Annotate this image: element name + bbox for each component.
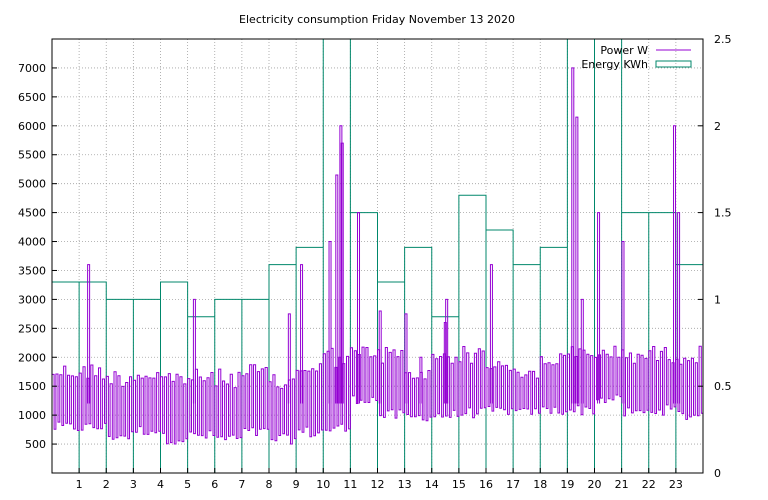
- power-w-series: [52, 345, 703, 445]
- power-peak: [571, 67, 575, 404]
- x-tick-label: 18: [533, 478, 547, 491]
- power-peak: [575, 116, 579, 404]
- x-tick-label: 21: [615, 478, 629, 491]
- power-peak: [357, 212, 361, 404]
- power-peak: [404, 313, 408, 404]
- x-tick-label: 8: [266, 478, 273, 491]
- y-tick-label: 2500: [18, 322, 46, 335]
- y2-tick-label: 2.5: [714, 33, 732, 46]
- power-peak: [677, 212, 681, 404]
- y2-tick-label: 1: [714, 293, 721, 306]
- axes: 500 1000 1500 2000 2500 3000 3500 4000 4500 5000 5…: [18, 33, 732, 491]
- x-tick-label: 16: [479, 478, 493, 491]
- y-tick-label: 3000: [18, 293, 46, 306]
- power-peak: [340, 142, 344, 404]
- legend-swatch-energy: [655, 60, 692, 68]
- y-tick-label: 5000: [18, 178, 46, 191]
- power-peak: [339, 125, 343, 404]
- y-tick-label: 1000: [18, 409, 46, 422]
- y2-tick-label: 0.5: [714, 380, 732, 393]
- y-tick-label: 2000: [18, 351, 46, 364]
- power-peak: [445, 298, 449, 404]
- x-tick-label: 19: [560, 478, 574, 491]
- power-peak: [673, 125, 677, 404]
- x-tick-label: 14: [425, 478, 439, 491]
- x-tick-label: 1: [76, 478, 83, 491]
- power-peak: [378, 310, 382, 404]
- x-tick-label: 5: [184, 478, 191, 491]
- power-peak: [192, 298, 196, 404]
- y-tick-label: 5500: [18, 149, 46, 162]
- x-tick-label: 11: [343, 478, 357, 491]
- x-tick-label: 10: [316, 478, 330, 491]
- x-tick-label: 3: [130, 478, 137, 491]
- y-tick-label: 6000: [18, 120, 46, 133]
- x-tick-label: 13: [398, 478, 412, 491]
- x-tick-label: 4: [157, 478, 164, 491]
- energy-kwh-series: [52, 39, 703, 473]
- power-peak: [621, 241, 625, 404]
- y-tick-label: 4000: [18, 236, 46, 249]
- x-tick-label: 20: [588, 478, 602, 491]
- y-tick-label: 3500: [18, 264, 46, 277]
- x-tick-label: 7: [238, 478, 245, 491]
- power-peak: [87, 264, 91, 404]
- power-peak: [335, 174, 339, 404]
- power-peak: [300, 264, 304, 404]
- x-tick-label: 23: [669, 478, 683, 491]
- y2-tick-label: 2: [714, 120, 721, 133]
- x-tick-label: 6: [211, 478, 218, 491]
- y2-tick-label: 1.5: [714, 207, 732, 220]
- legend-label-power: Power W: [600, 44, 648, 57]
- x-tick-label: 22: [642, 478, 656, 491]
- chart-title: Electricity consumption Friday November …: [239, 13, 515, 26]
- power-peak: [287, 313, 291, 404]
- plot-area: [52, 39, 703, 473]
- y-tick-label: 7000: [18, 62, 46, 75]
- x-tick-label: 17: [506, 478, 520, 491]
- x-tick-label: 12: [371, 478, 385, 491]
- x-tick-label: 9: [293, 478, 300, 491]
- y-tick-label: 500: [25, 438, 46, 451]
- y-tick-label: 4500: [18, 207, 46, 220]
- x-tick-label: 2: [103, 478, 110, 491]
- legend-label-energy: Energy KWh: [581, 58, 648, 71]
- legend: Power W Energy KWh: [581, 44, 692, 71]
- power-peak: [328, 241, 332, 404]
- power-peak: [597, 212, 601, 404]
- power-peak: [580, 298, 584, 404]
- power-peak: [419, 356, 423, 404]
- y2-tick-label: 0: [714, 467, 721, 480]
- power-peak: [489, 264, 493, 404]
- y-tick-label: 6500: [18, 91, 46, 104]
- y-tick-label: 1500: [18, 380, 46, 393]
- x-tick-label: 15: [452, 478, 466, 491]
